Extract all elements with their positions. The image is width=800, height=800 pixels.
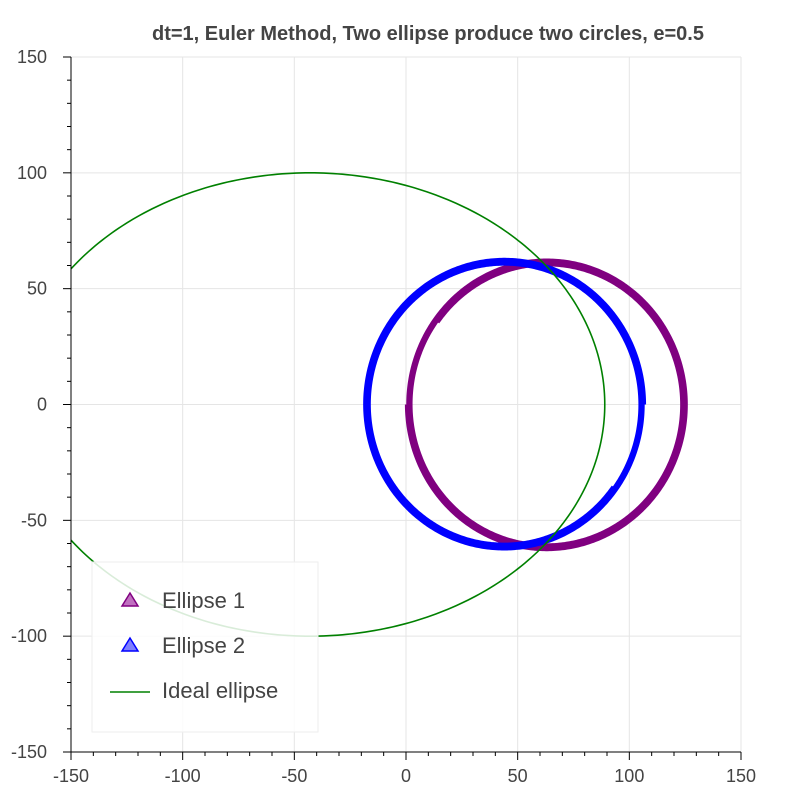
legend-label-ideal-ellipse: Ideal ellipse [162,678,278,703]
series-ellipse-1-line [404,258,688,552]
x-tick-label: 50 [508,766,528,786]
x-tick-label: -100 [165,766,201,786]
y-tick-label: -150 [11,742,47,762]
legend: Ellipse 1 Ellipse 2 Ideal ellipse [91,561,319,733]
legend-label-ellipse-1: Ellipse 1 [162,588,245,613]
y-tick-label: 150 [17,47,47,67]
y-tick-label: 100 [17,163,47,183]
chart-title: dt=1, Euler Method, Two ellipse produce … [152,23,704,45]
y-tick-label: 0 [37,395,47,415]
x-tick-label: 0 [401,766,411,786]
y-tick-label: 50 [27,279,47,299]
axes: -150 -100 -50 0 50 100 150 -150 -100 -50 0 50 100 150 [11,47,756,786]
legend-label-ellipse-2: Ellipse 2 [162,633,245,658]
series-ideal-ellipse-line [71,172,606,637]
legend-marker-ellipse-2 [120,636,140,652]
legend-marker-ellipse-1 [120,591,140,607]
x-tick-label: -50 [281,766,307,786]
grid [70,56,742,753]
x-tick-label: 100 [614,766,644,786]
y-tick-label: -100 [11,626,47,646]
x-tick-label: -150 [53,766,89,786]
x-tick-label: 150 [726,766,756,786]
y-tick-label: -50 [21,510,47,530]
series-ellipse-2-line [363,257,647,551]
plot-area [71,172,688,637]
